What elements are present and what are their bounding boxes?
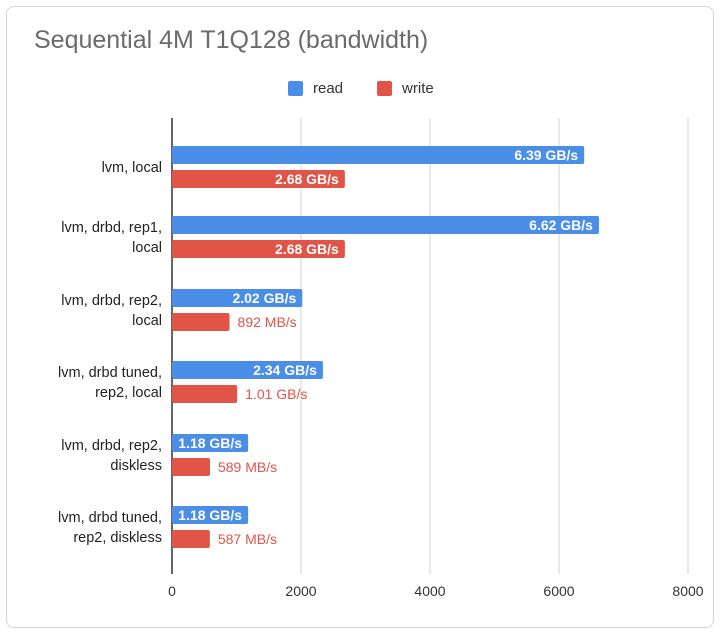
bar-write xyxy=(172,530,210,548)
category-label: local xyxy=(132,313,162,329)
bar-read xyxy=(172,506,249,524)
chart-frame xyxy=(6,6,714,628)
category-label: rep2, diskless xyxy=(73,530,162,546)
bar-read xyxy=(172,216,599,234)
bar-write xyxy=(172,313,230,331)
bar-read xyxy=(172,434,249,452)
bar-read xyxy=(172,146,585,164)
data-label-read: 6.39 GB/s xyxy=(514,147,578,163)
x-tick-label: 6000 xyxy=(543,583,574,599)
bar-write xyxy=(172,170,345,188)
chart-title: Sequential 4M T1Q128 (bandwidth) xyxy=(34,26,429,54)
category-label: lvm, local xyxy=(102,160,162,176)
bar-write xyxy=(172,385,238,403)
data-label-read: 2.02 GB/s xyxy=(232,290,296,306)
data-label-write: 589 MB/s xyxy=(218,459,277,475)
category-label: lvm, drbd, rep1, xyxy=(61,220,162,236)
category-label: local xyxy=(132,240,162,256)
x-tick-label: 0 xyxy=(168,583,176,599)
legend-item-write: write xyxy=(377,80,434,97)
legend-item-read: read xyxy=(288,80,343,97)
category-label: lvm, drbd tuned, xyxy=(58,365,162,381)
data-label-write: 1.01 GB/s xyxy=(245,386,307,402)
data-label-read: 2.34 GB/s xyxy=(253,362,317,378)
data-label-write: 2.68 GB/s xyxy=(275,241,339,257)
bar-read xyxy=(172,361,323,379)
data-label-read: 6.62 GB/s xyxy=(529,217,593,233)
x-tick-label: 8000 xyxy=(672,583,703,599)
category-label: lvm, drbd, rep2, xyxy=(61,438,162,454)
x-tick-label: 4000 xyxy=(414,583,445,599)
bar-write xyxy=(172,240,345,258)
category-label: rep2, local xyxy=(95,385,162,401)
data-label-read: 1.18 GB/s xyxy=(178,507,242,523)
bar-write xyxy=(172,458,210,476)
legend: read write xyxy=(288,78,468,98)
data-label-write: 587 MB/s xyxy=(218,531,277,547)
bar-read xyxy=(172,289,303,307)
legend-label-write: write xyxy=(402,79,434,97)
legend-swatch-write xyxy=(377,80,393,96)
data-label-write: 892 MB/s xyxy=(238,314,297,330)
category-label: lvm, drbd tuned, xyxy=(58,510,162,526)
data-label-read: 1.18 GB/s xyxy=(178,435,242,451)
legend-label-read: read xyxy=(313,79,344,97)
x-tick-label: 2000 xyxy=(285,583,316,599)
category-label: lvm, drbd, rep2, xyxy=(61,293,162,309)
legend-swatch-read xyxy=(288,80,303,96)
data-label-write: 2.68 GB/s xyxy=(275,171,339,187)
category-label: diskless xyxy=(110,458,162,474)
